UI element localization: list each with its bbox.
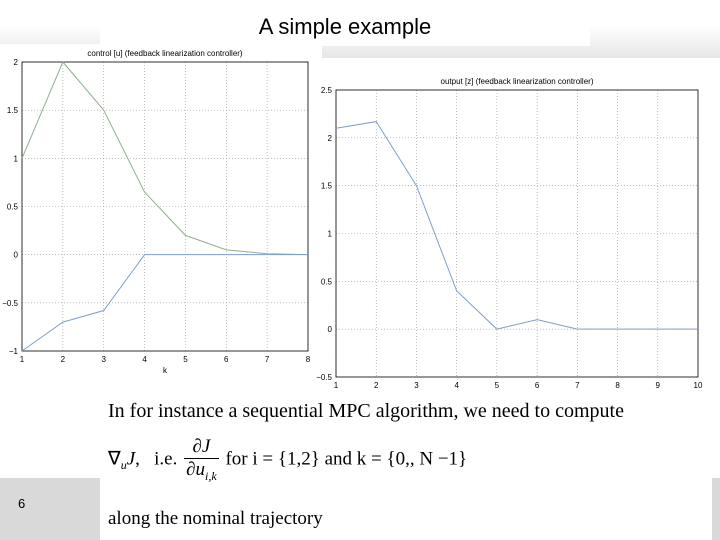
y-tick-label: 0.5 — [7, 203, 19, 212]
series-line-blue — [21, 254, 308, 352]
y-tick-label: −0.5 — [2, 299, 18, 308]
x-tick-label: 5 — [495, 381, 500, 390]
x-tick-label: 8 — [306, 355, 311, 364]
x-tick-label: 1 — [334, 381, 339, 390]
y-tick-label: 1 — [14, 154, 19, 163]
x-tick-label: 8 — [615, 381, 620, 390]
x-tick-label: 5 — [183, 355, 188, 364]
fraction-numerator: ∂J — [184, 436, 219, 459]
fraction-den-base: ∂u — [186, 459, 206, 480]
title-box — [100, 8, 590, 46]
x-tick-label: 7 — [265, 355, 270, 364]
y-tick-label: −1 — [9, 347, 19, 356]
x-axis-label: k — [163, 366, 168, 375]
x-tick-label: 3 — [101, 355, 106, 364]
y-tick-label: 2.5 — [321, 86, 333, 95]
y-tick-label: 1.5 — [321, 182, 333, 191]
fraction-denominator: ∂ui,k — [184, 459, 219, 484]
ie-text: i.e. — [154, 448, 178, 470]
y-tick-label: 2 — [14, 58, 19, 67]
x-tick-label: 4 — [142, 355, 147, 364]
series-line-blue — [335, 121, 698, 330]
chart-title: output [z] (feedback linearization contr… — [441, 77, 594, 86]
x-tick-label: 1 — [20, 355, 25, 364]
gradient-formula: ∇uJ, i.e. ∂J ∂ui,k for i = {1,2} and k =… — [108, 436, 467, 490]
plot-frame — [335, 89, 699, 378]
index-text: for i = {1,2} and k = {0, — [225, 448, 410, 470]
y-tick-label: 0 — [14, 251, 19, 260]
x-tick-label: 2 — [374, 381, 379, 390]
control-chart: control [u] (feedback linearization cont… — [2, 49, 311, 375]
x-tick-label: 10 — [694, 381, 703, 390]
fraction-den-subscript: i,k — [205, 468, 217, 483]
y-tick-label: 1 — [328, 230, 333, 239]
explanation-text: In for instance a sequential MPC algorit… — [100, 392, 712, 540]
x-tick-label: 2 — [61, 355, 66, 364]
text-line-1: In for instance a sequential MPC algorit… — [108, 400, 624, 422]
series-line-green — [21, 61, 309, 256]
nabla-symbol: ∇ — [108, 448, 121, 470]
output-figure: output [z] (feedback linearization contr… — [310, 68, 710, 401]
formula-comma: , — [135, 448, 140, 470]
y-tick-label: 1.5 — [7, 106, 19, 115]
y-tick-label: 0 — [328, 325, 333, 334]
y-tick-label: −0.5 — [316, 373, 332, 382]
partial-fraction: ∂J ∂ui,k — [184, 436, 219, 484]
text-line-3: along the nominal trajectory — [108, 508, 323, 529]
control-figure: control [u] (feedback linearization cont… — [0, 44, 322, 380]
slide-number: 6 — [18, 496, 26, 511]
x-tick-label: 3 — [414, 381, 419, 390]
chart-title: control [u] (feedback linearization cont… — [87, 49, 243, 58]
output-chart: output [z] (feedback linearization contr… — [316, 77, 703, 401]
x-tick-label: 7 — [575, 381, 580, 390]
y-tick-label: 2 — [328, 134, 333, 143]
y-tick-label: 0.5 — [321, 277, 333, 286]
cost-symbol: J — [126, 448, 136, 470]
x-tick-label: 4 — [454, 381, 459, 390]
x-tick-label: 9 — [656, 381, 661, 390]
plot-frame — [21, 61, 309, 352]
x-tick-label: 6 — [535, 381, 540, 390]
x-tick-label: 6 — [224, 355, 229, 364]
nabla-subscript: u — [120, 458, 127, 473]
index-tail: , N −1} — [409, 448, 468, 470]
slide-title: A simple example — [258, 14, 432, 39]
